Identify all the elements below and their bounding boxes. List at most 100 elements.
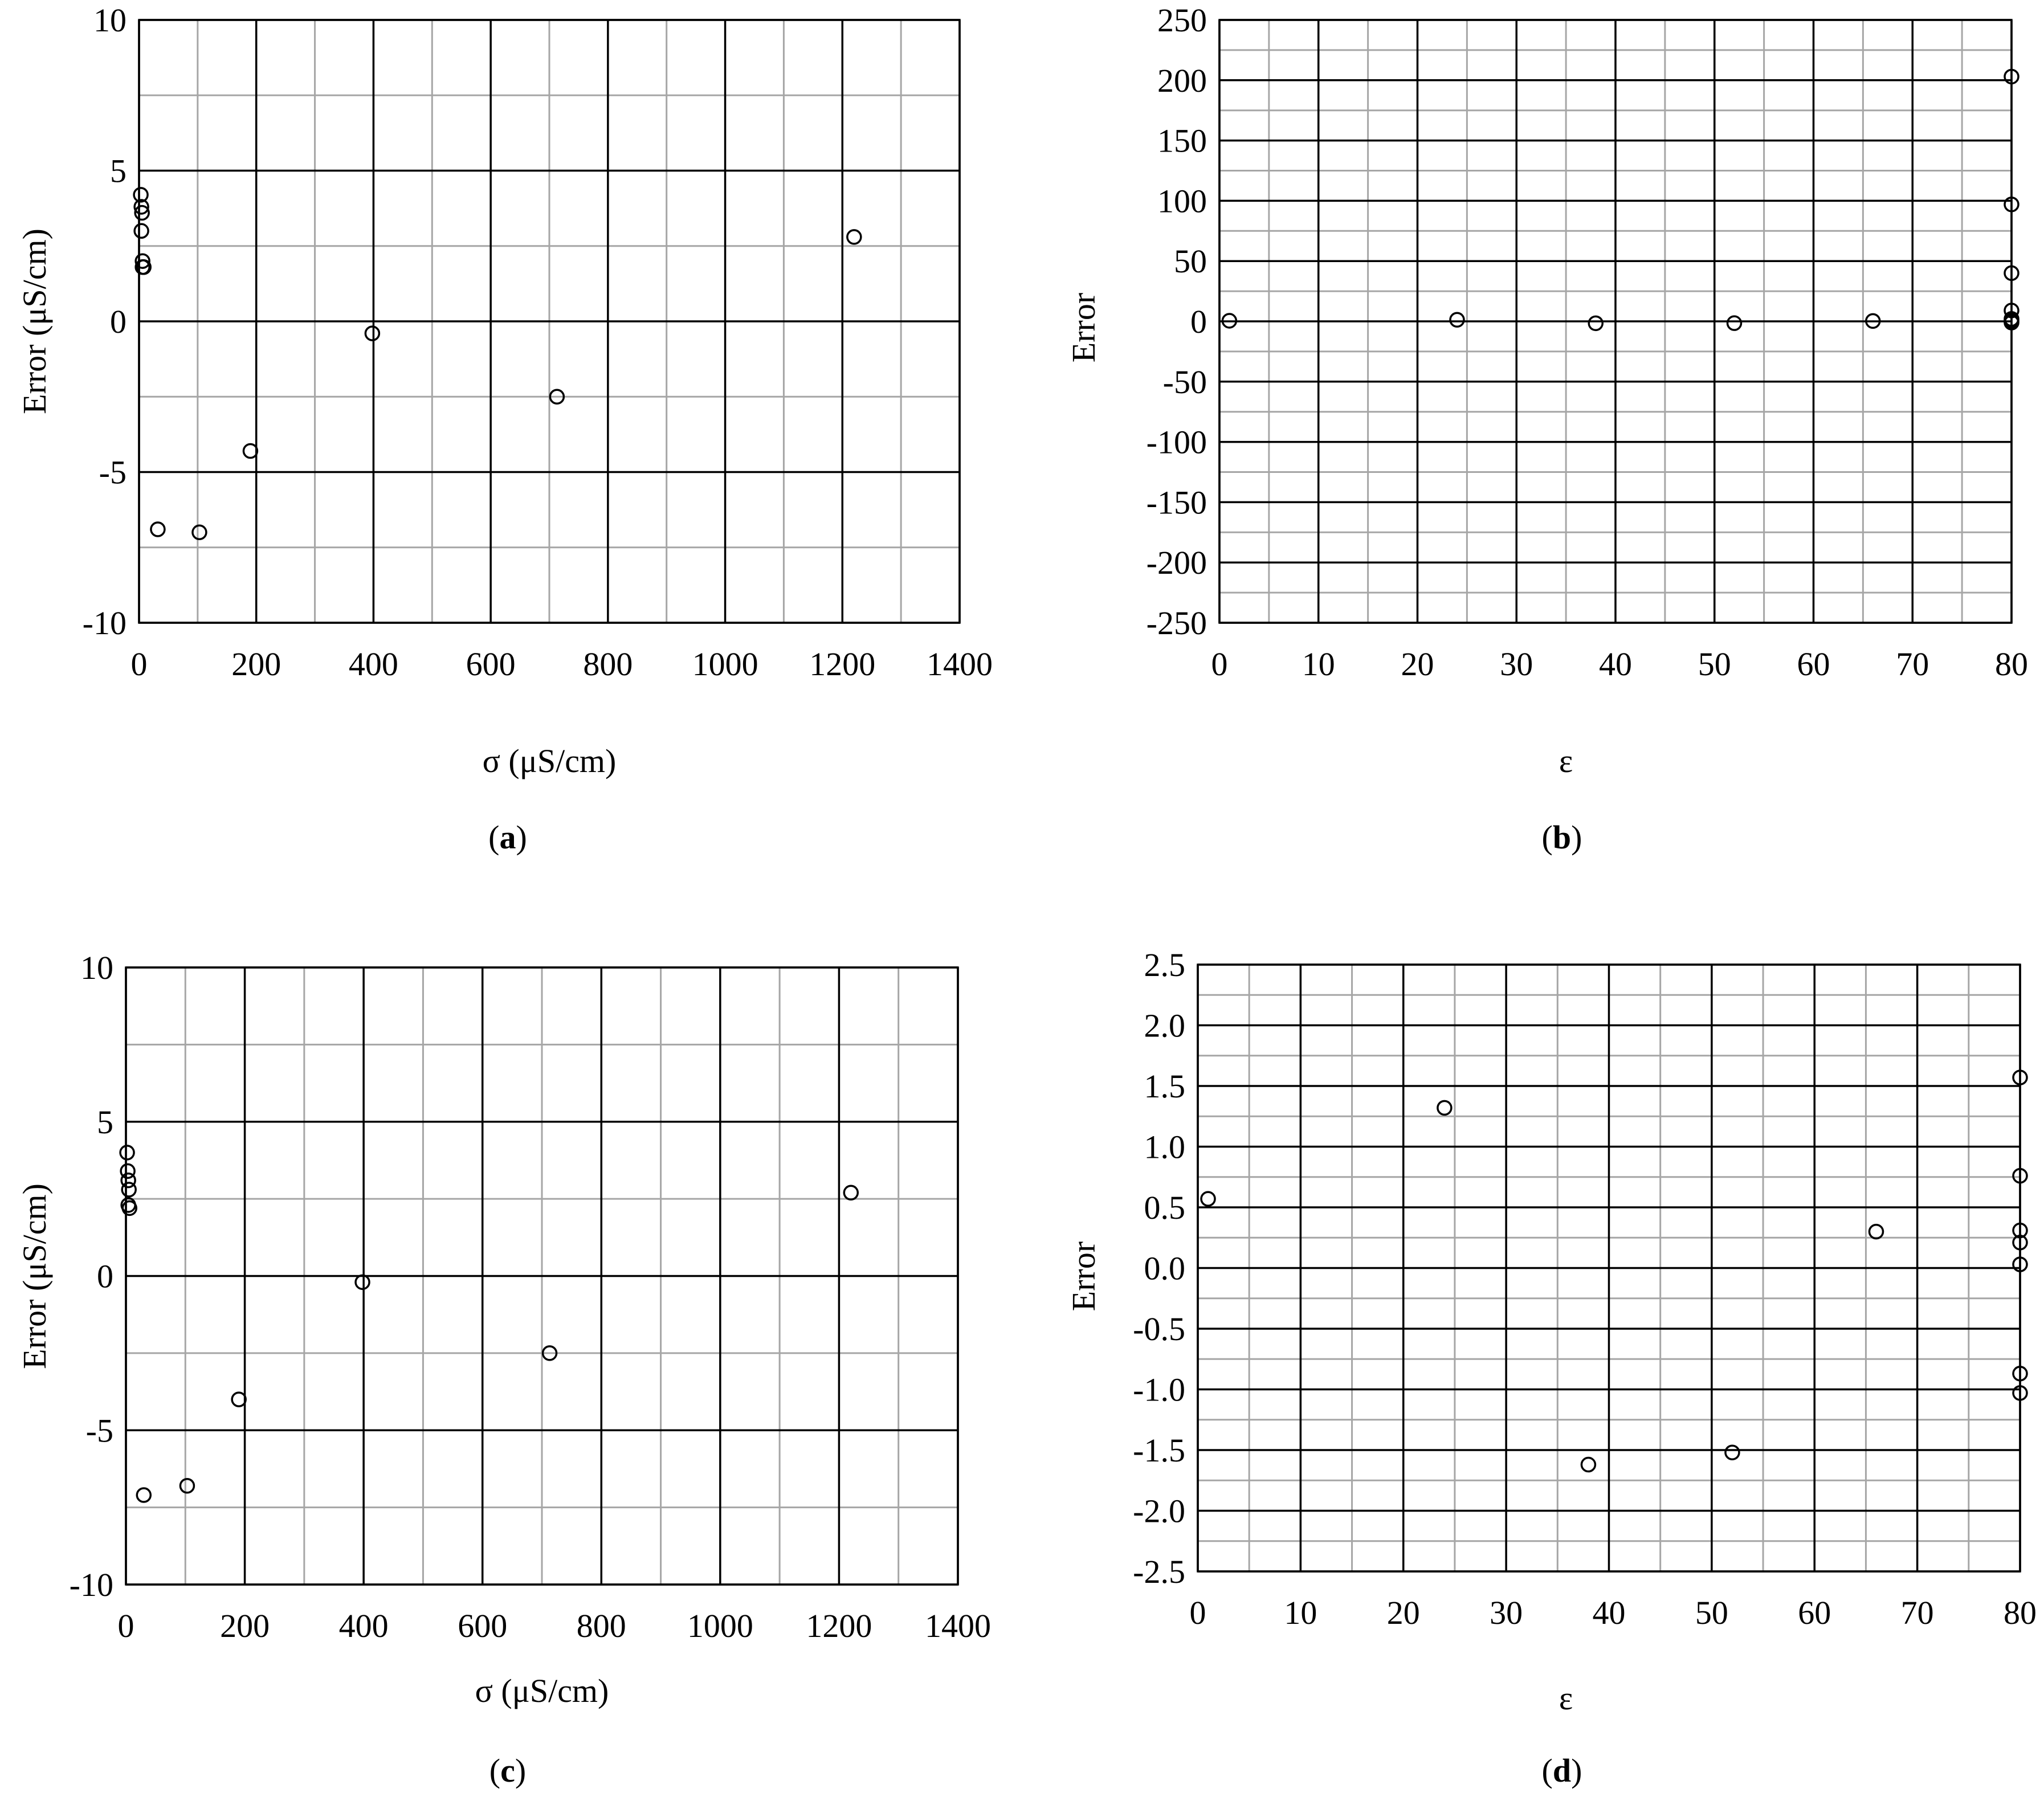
x-tick-label: 200	[220, 1607, 270, 1644]
x-tick-label: 0	[131, 646, 148, 683]
panel-caption: (b)	[1542, 819, 1582, 856]
y-tick-label: 1.5	[1144, 1068, 1186, 1105]
data-point	[2012, 1235, 2028, 1251]
data-point	[1724, 1444, 1740, 1461]
y-tick-label: -0.5	[1133, 1310, 1185, 1348]
x-axis-label: σ (μS/cm)	[475, 1672, 609, 1709]
x-tick-label: 20	[1401, 646, 1434, 683]
panel-caption: (d)	[1542, 1752, 1582, 1789]
x-tick-label: 10	[1302, 646, 1335, 683]
data-point	[179, 1477, 195, 1494]
panel-caption-letter: b	[1553, 819, 1571, 856]
x-tick-label: 1400	[927, 646, 993, 683]
data-point	[843, 1185, 859, 1201]
y-tick-label: 0.0	[1144, 1250, 1186, 1287]
data-point	[120, 1172, 136, 1189]
y-axis-label: Error (μS/cm)	[16, 228, 53, 414]
data-point	[541, 1345, 558, 1361]
x-tick-label: 40	[1599, 646, 1632, 683]
panel-d: 0 10 20 30 40 50 60 70 80 -2.5 -2.0 -1.5 -1.0 -0.5 0.0…	[1065, 946, 2037, 1789]
data-point	[1200, 1191, 1216, 1207]
data-point	[2004, 265, 2019, 281]
x-tick-label: 1000	[687, 1607, 753, 1644]
y-tick-label: -2.0	[1133, 1493, 1185, 1530]
data-point	[133, 223, 149, 239]
x-axis-label: ε	[1559, 1680, 1573, 1717]
data-point	[549, 389, 565, 405]
data-point	[1580, 1456, 1597, 1473]
data-point	[364, 325, 381, 341]
y-tick-label: -1.0	[1133, 1371, 1185, 1408]
y-tick-label: 250	[1157, 2, 1207, 39]
data-point	[2012, 1385, 2028, 1401]
x-tick-label: 50	[1698, 646, 1731, 683]
data-point	[2012, 1256, 2028, 1272]
x-tick-label: 1400	[925, 1607, 991, 1644]
panel-b: 0 10 20 30 40 50 60 70 80 -250 -200 -150 -100 -50 0 50 1…	[1065, 2, 2028, 856]
y-tick-label: -100	[1147, 424, 1207, 461]
data-point	[120, 1163, 136, 1179]
x-tick-label: 50	[1695, 1594, 1728, 1631]
y-axis-label: Error (μS/cm)	[16, 1183, 53, 1369]
data-point	[2012, 1167, 2028, 1184]
data-point	[150, 521, 166, 537]
y-tick-label: 1.0	[1144, 1129, 1186, 1166]
data-point	[846, 229, 862, 245]
data-point	[133, 187, 149, 203]
y-axis-label: Error	[1065, 1242, 1102, 1311]
y-tick-label: 2.0	[1144, 1007, 1186, 1044]
x-tick-label: 0	[1211, 646, 1228, 683]
y-tick-label: 100	[1157, 182, 1207, 219]
x-tick-label: 1200	[806, 1607, 872, 1644]
data-point	[133, 199, 149, 215]
x-tick-label: 70	[1896, 646, 1929, 683]
panel-caption-letter: a	[500, 819, 516, 856]
y-tick-label: 5	[110, 153, 127, 190]
y-tick-label: -250	[1147, 605, 1207, 642]
y-tick-label: 0.5	[1144, 1189, 1186, 1226]
panel-caption: (c)	[489, 1752, 526, 1789]
data-point	[134, 205, 150, 221]
x-tick-label: 60	[1797, 646, 1830, 683]
y-tick-label: -5	[99, 454, 127, 491]
data-point	[354, 1274, 370, 1291]
x-tick-label: 400	[349, 646, 398, 683]
y-tick-label: 5	[97, 1104, 113, 1141]
x-axis-label: σ (μS/cm)	[483, 742, 617, 779]
y-tick-label: 0	[110, 303, 127, 340]
x-tick-label: 1000	[692, 646, 758, 683]
panel-caption: (a)	[488, 819, 527, 856]
x-tick-label: 20	[1387, 1594, 1420, 1631]
data-point	[119, 1145, 135, 1161]
data-point	[1437, 1100, 1453, 1116]
x-tick-label: 0	[118, 1607, 134, 1644]
x-tick-label: 200	[231, 646, 281, 683]
x-tick-label: 600	[466, 646, 516, 683]
y-tick-label: -1.5	[1133, 1432, 1185, 1469]
x-tick-label: 80	[1995, 646, 2028, 683]
data-point	[1726, 315, 1743, 331]
data-point	[231, 1391, 247, 1407]
y-tick-label: 50	[1174, 243, 1207, 280]
plot-area-border	[1218, 19, 2013, 624]
data-point	[1449, 312, 1465, 328]
data-point	[134, 253, 150, 269]
data-point	[136, 1487, 152, 1503]
panel-a: 0 200 400 600 800 1000 1200 1400 -10 -5 0 5 10 Error…	[16, 2, 993, 856]
x-tick-label: 80	[2004, 1594, 2037, 1631]
data-point	[191, 524, 207, 541]
data-point	[2004, 303, 2019, 318]
data-point	[2012, 1069, 2028, 1085]
x-tick-label: 0	[1190, 1594, 1206, 1631]
x-tick-label: 400	[339, 1607, 389, 1644]
y-tick-label: 2.5	[1144, 946, 1186, 983]
data-point	[1221, 313, 1238, 329]
data-point	[242, 443, 259, 459]
x-tick-label: 800	[583, 646, 633, 683]
plot-area-border	[1197, 963, 2021, 1573]
data-point	[2004, 315, 2019, 330]
y-tick-label: -10	[83, 605, 127, 642]
x-tick-label: 1200	[809, 646, 875, 683]
y-tick-label: -50	[1163, 364, 1207, 401]
